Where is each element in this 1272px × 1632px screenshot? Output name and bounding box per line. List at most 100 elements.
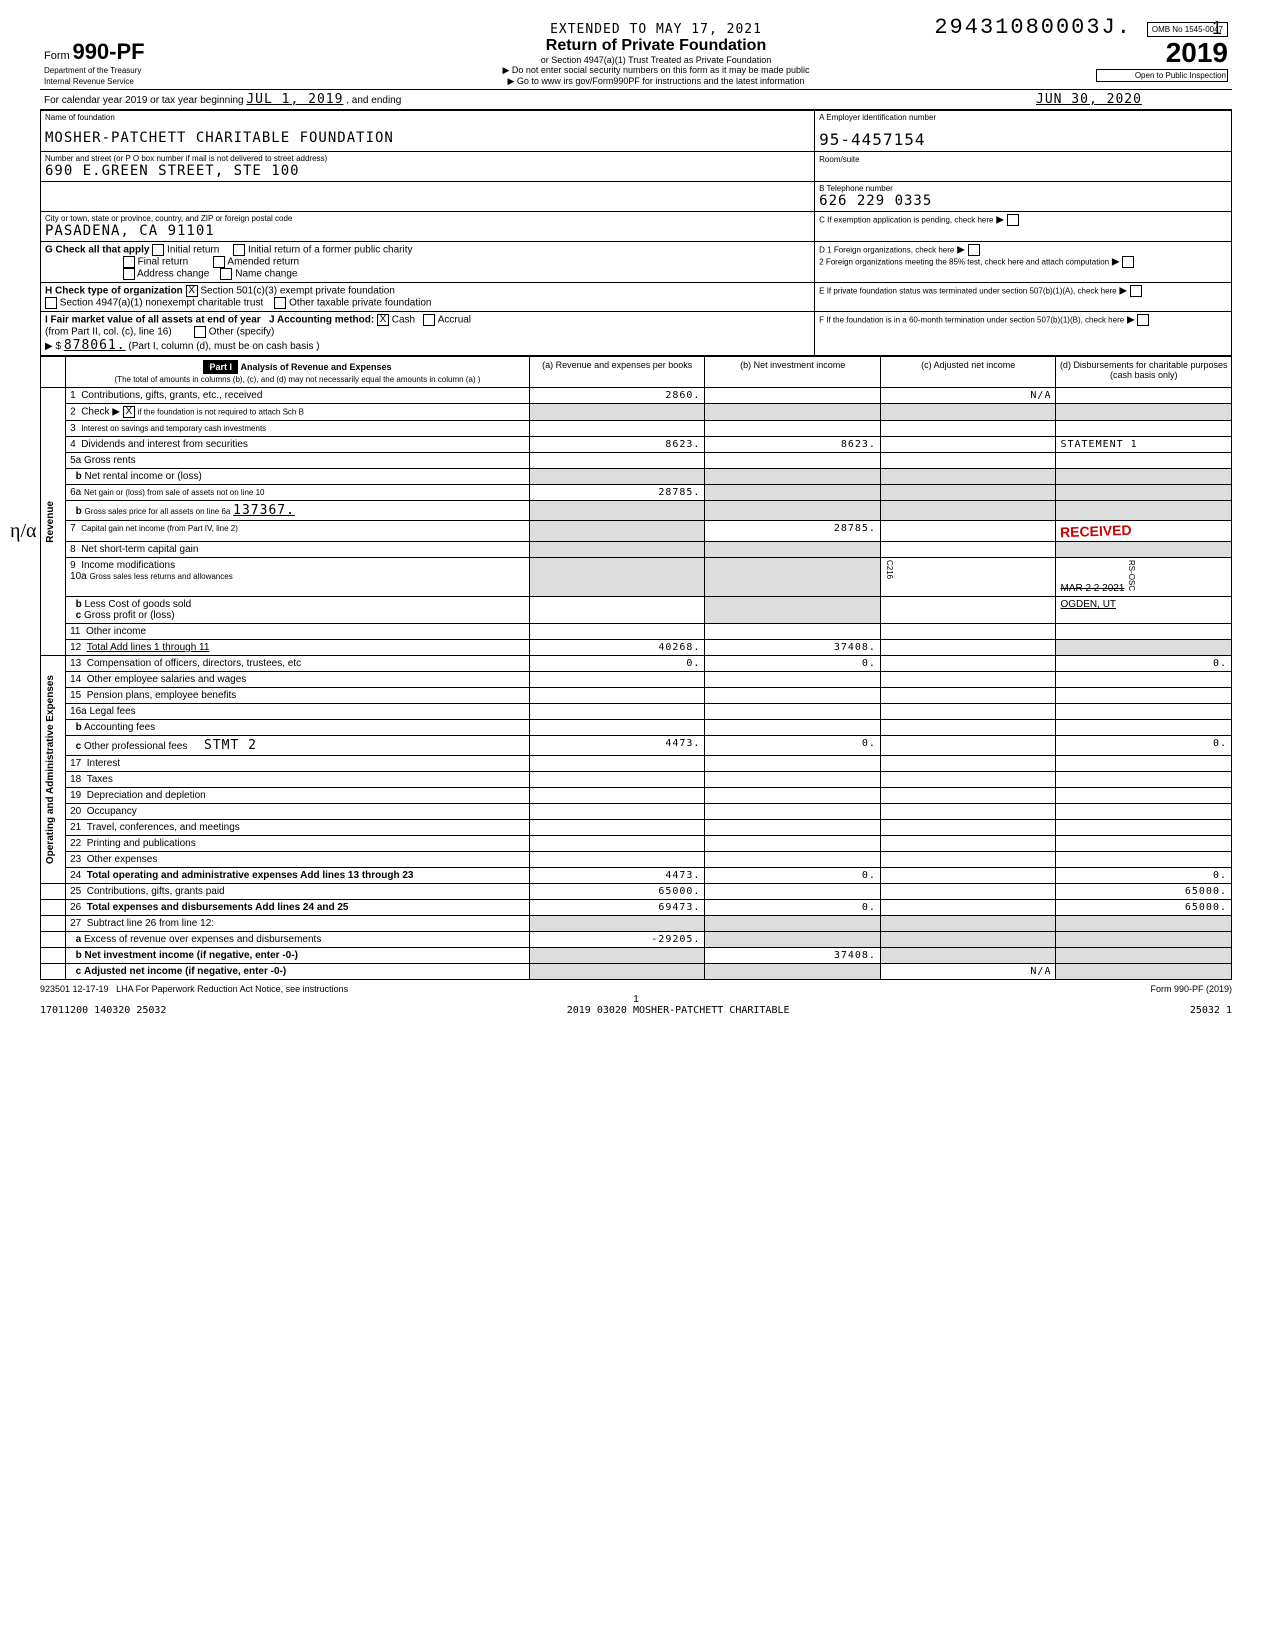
r1-a: 2860. <box>529 388 705 404</box>
r16c-stmt: STMT 2 <box>204 738 257 753</box>
checkbox-4947[interactable] <box>45 297 57 309</box>
r10b-label: Less Cost of goods sold <box>85 599 192 610</box>
r22-label: Printing and publications <box>87 838 196 849</box>
r4-label: Dividends and interest from securities <box>81 439 248 450</box>
r7-b: 28785. <box>705 521 881 542</box>
r27a-label: Excess of revenue over expenses and disb… <box>84 934 321 945</box>
r10b-num: b <box>76 599 82 610</box>
amended-return: Amended return <box>227 257 299 268</box>
r13-d: 0. <box>1056 656 1232 672</box>
r5b-num: b <box>76 471 82 482</box>
r4-num: 4 <box>70 439 76 450</box>
r20-num: 20 <box>70 806 81 817</box>
checkbox-initial[interactable] <box>152 244 164 256</box>
r10a-num: 10a <box>70 571 87 582</box>
checkbox-addr-change[interactable] <box>123 268 135 280</box>
stamp-number: 29431080003J. <box>934 15 1132 40</box>
checkbox-other-method[interactable] <box>194 326 206 338</box>
checkbox-c[interactable] <box>1007 214 1019 226</box>
checkbox-schb[interactable]: X <box>123 406 135 418</box>
subtitle1: or Section 4947(a)(1) Trust Treated as P… <box>224 55 1088 65</box>
r25-d: 65000. <box>1056 884 1232 900</box>
r25-num: 25 <box>70 886 81 897</box>
r6b-num: b <box>76 506 82 517</box>
col-c-header: (c) Adjusted net income <box>880 357 1056 388</box>
col-d-header: (d) Disbursements for charitable purpose… <box>1056 357 1232 388</box>
r9-num: 9 <box>70 560 76 571</box>
checkbox-501c3[interactable]: X <box>186 285 198 297</box>
checkbox-cash[interactable]: X <box>377 314 389 326</box>
r13-a: 0. <box>529 656 705 672</box>
footer-bottom-right: 25032 1 <box>1190 1005 1232 1016</box>
i-arrow: ▶ $ <box>45 341 61 352</box>
footer-page: 1 <box>40 994 1232 1005</box>
r25-label: Contributions, gifts, grants paid <box>87 886 225 897</box>
arrow-d1: ▶ <box>957 245 965 256</box>
r15-num: 15 <box>70 690 81 701</box>
part1-label: Part I <box>203 360 238 374</box>
checkbox-f[interactable] <box>1137 314 1149 326</box>
r4-b: 8623. <box>705 437 881 453</box>
initial-return: Initial return <box>167 245 219 256</box>
r5a-label: Gross rents <box>84 455 136 466</box>
arrow-e: ▶ <box>1119 286 1127 297</box>
checkbox-name-change[interactable] <box>220 268 232 280</box>
e-label: E If private foundation status was termi… <box>819 287 1116 296</box>
footer-bottom-mid: 2019 03020 MOSHER-PATCHETT CHARITABLE <box>567 1005 790 1016</box>
r2-num: 2 <box>70 407 76 418</box>
r21-num: 21 <box>70 822 81 833</box>
r7-label: Capital gain net income (from Part IV, l… <box>81 524 238 533</box>
r10a-label: Gross sales less returns and allowances <box>90 572 233 581</box>
r6b-label: Gross sales price for all assets on line… <box>85 507 231 516</box>
r18-num: 18 <box>70 774 81 785</box>
handwritten-mark-left: η/α <box>10 520 37 543</box>
initial-former: Initial return of a former public charit… <box>248 245 413 256</box>
checkbox-d2[interactable] <box>1122 256 1134 268</box>
checkbox-initial-former[interactable] <box>233 244 245 256</box>
r26-num: 26 <box>70 902 81 913</box>
checkbox-final[interactable] <box>123 256 135 268</box>
h-label: H Check type of organization <box>45 286 183 297</box>
ein-label: A Employer identification number <box>819 113 1227 122</box>
r16a-num: 16a <box>70 706 87 717</box>
r24-label: Total operating and administrative expen… <box>87 870 414 881</box>
r10c-label: Gross profit or (loss) <box>84 610 175 621</box>
begin-date: JUL 1, 2019 <box>246 92 343 107</box>
footer-lha: LHA For Paperwork Reduction Act Notice, … <box>116 984 348 994</box>
accrual-label: Accrual <box>438 315 471 326</box>
r26-a: 69473. <box>529 900 705 916</box>
r5b-label: Net rental income or (loss) <box>85 471 202 482</box>
arrow-f: ▶ <box>1127 315 1135 326</box>
form-label: Form <box>44 50 70 62</box>
city-value: PASADENA, CA 91101 <box>45 223 810 239</box>
other-specify: Other (specify) <box>209 327 275 338</box>
r10c-num: c <box>76 610 82 621</box>
i-label: I Fair market value of all assets at end… <box>45 315 261 326</box>
r16c-d: 0. <box>1056 736 1232 756</box>
checkbox-amended[interactable] <box>213 256 225 268</box>
ein-value: 95-4457154 <box>819 130 1227 149</box>
addr-label: Number and street (or P O box number if … <box>45 154 810 163</box>
r6a-a: 28785. <box>529 485 705 501</box>
checkbox-e[interactable] <box>1130 285 1142 297</box>
r16c-label: Other professional fees <box>84 741 187 752</box>
r24-a: 4473. <box>529 868 705 884</box>
r6a-num: 6a <box>70 487 81 498</box>
r18-label: Taxes <box>87 774 113 785</box>
checkbox-d1[interactable] <box>968 244 980 256</box>
subtitle2: ▶ Do not enter social security numbers o… <box>224 65 1088 76</box>
r1-label: Contributions, gifts, grants, etc., rece… <box>81 390 262 401</box>
calendar-label: For calendar year 2019 or tax year begin… <box>44 95 244 106</box>
r19-label: Depreciation and depletion <box>87 790 206 801</box>
r16b-num: b <box>76 722 82 733</box>
r13-num: 13 <box>70 658 81 669</box>
r27b-num: b <box>76 950 82 961</box>
r24-b: 0. <box>705 868 881 884</box>
j-note: (Part I, column (d), must be on cash bas… <box>128 341 319 352</box>
col-a-header: (a) Revenue and expenses per books <box>529 357 705 388</box>
checkbox-other-taxable[interactable] <box>274 297 286 309</box>
checkbox-accrual[interactable] <box>423 314 435 326</box>
page-number-top: 1 <box>1212 18 1222 39</box>
r27c-label: Adjusted net income (if negative, enter … <box>84 966 286 977</box>
r16c-b: 0. <box>705 736 881 756</box>
